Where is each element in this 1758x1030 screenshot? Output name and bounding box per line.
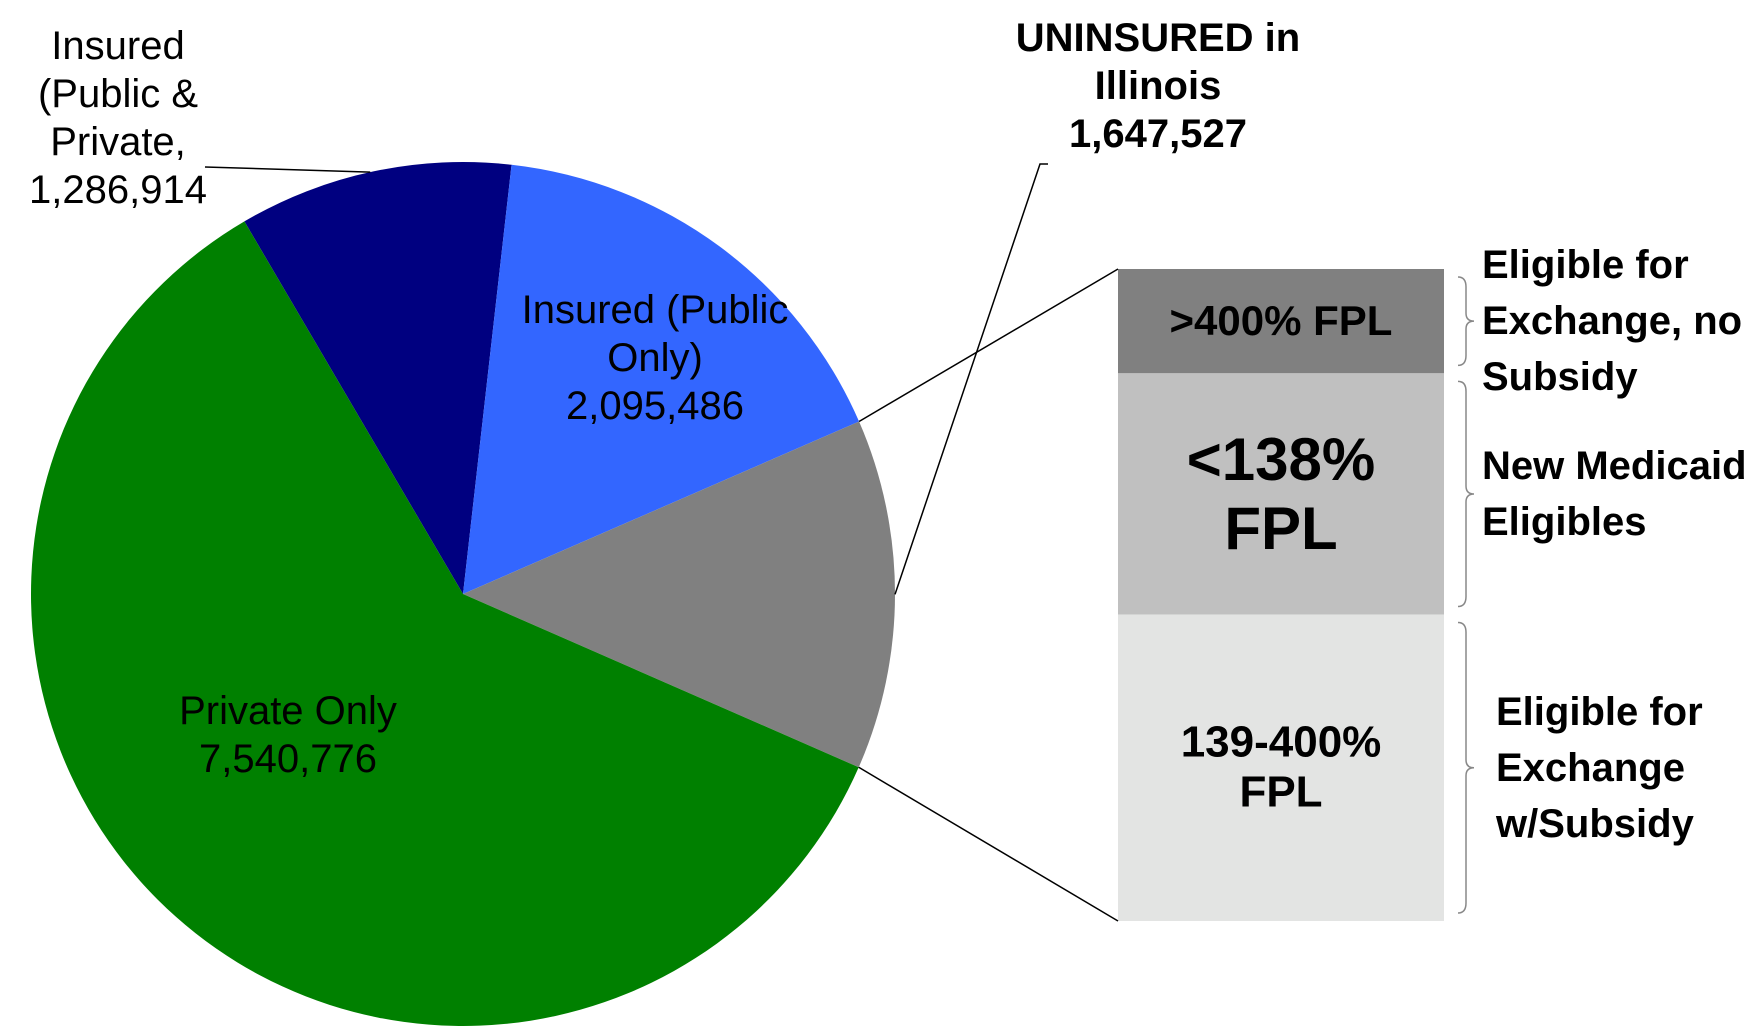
slice-name: Insured (Public Only): [521, 288, 789, 380]
slice-name: Insured (Public & Private,: [37, 24, 199, 164]
group-label: Eligible for Exchange w/Subsidy: [1496, 689, 1703, 846]
slice-value: 1,647,527: [1069, 112, 1247, 156]
slice-label: Private Only 7,540,776: [138, 687, 438, 783]
slice-value: 2,095,486: [566, 384, 744, 428]
connector: [858, 268, 1119, 423]
slice-label: Insured (Public Only) 2,095,486: [505, 286, 805, 430]
pie-slice: [244, 162, 512, 594]
pie-slice: [463, 164, 860, 594]
brace: [1457, 380, 1475, 608]
bar-segment: [1118, 373, 1444, 615]
group-label: Eligible for Exchange, no Subsidy: [1482, 243, 1743, 400]
pie-slice: [30, 221, 859, 1026]
slice-label: UNINSURED in Illinois 1,647,527: [998, 14, 1318, 158]
pie-slice: [463, 421, 895, 768]
bar-segment: [1118, 269, 1444, 374]
bar-label: 139-400% FPL: [1180, 717, 1382, 817]
slice-name: UNINSURED in Illinois: [1015, 16, 1301, 108]
leader-line: [894, 163, 1048, 595]
brace: [1457, 621, 1475, 914]
slice-value: 7,540,776: [199, 737, 377, 781]
slice-label: Insured (Public & Private, 1,286,914: [8, 22, 228, 214]
group-label: New Medicaid Eligibles: [1482, 443, 1747, 544]
connector: [858, 766, 1119, 922]
slice-name: Private Only: [179, 689, 397, 733]
slice-value: 1,286,914: [29, 168, 207, 212]
leader-line: [204, 166, 371, 173]
brace: [1457, 276, 1475, 367]
bar-label: <138% FPL: [1186, 425, 1376, 562]
bar-segment: [1118, 614, 1444, 921]
bar-label: >400% FPL: [1169, 297, 1393, 345]
